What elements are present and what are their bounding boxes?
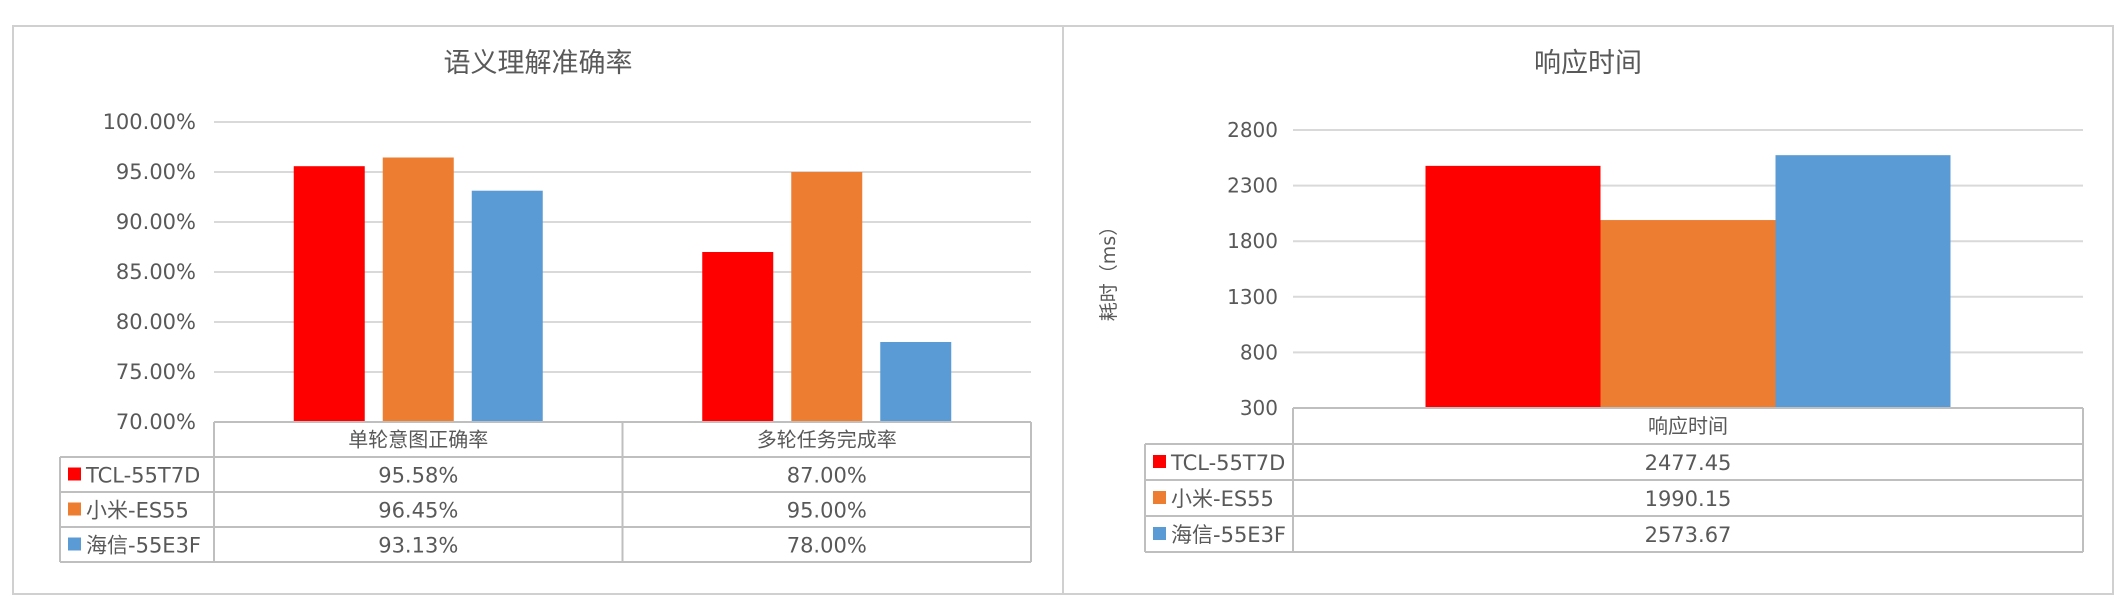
y-tick-label: 90.00% (116, 210, 196, 234)
x-tick-label: 单轮意图正确率 (348, 428, 488, 452)
legend-swatch (1153, 527, 1166, 540)
chart-title: 语义理解准确率 (444, 48, 633, 79)
y-tick-label: 75.00% (116, 360, 196, 384)
y-tick-label: 95.00% (116, 160, 196, 184)
x-tick-label: 响应时间 (1648, 414, 1728, 438)
data-label: 95.00% (787, 499, 867, 523)
y-tick-label: 1800 (1227, 229, 1278, 253)
y-tick-label: 2300 (1227, 174, 1278, 198)
legend-label: 海信-55E3F (86, 534, 201, 558)
x-tick-label: 多轮任务完成率 (757, 428, 897, 452)
bar (293, 166, 365, 422)
bar (1600, 220, 1776, 408)
y-tick-label: 1300 (1227, 285, 1278, 309)
accuracy-chart: 语义理解准确率 70.00% 75.00% 80.00% 85.00% 90.00% 95.… (59, 48, 1032, 563)
bar (791, 172, 863, 422)
legend-label: 小米-ES55 (1171, 487, 1274, 511)
bar (880, 342, 952, 422)
data-label: 96.45% (378, 499, 458, 523)
y-tick-label: 80.00% (116, 310, 196, 334)
legend-swatch (68, 502, 81, 516)
y-tick-label: 85.00% (116, 260, 196, 284)
y-axis-label: 耗时（ms） (1098, 217, 1120, 321)
legend-label: TCL-55T7D (85, 464, 200, 488)
legend-swatch (68, 467, 81, 481)
legend-swatch (1153, 491, 1166, 504)
data-label: 78.00% (787, 534, 867, 558)
y-tick-label: 100.00% (103, 110, 196, 134)
data-label: 1990.15 (1645, 487, 1732, 511)
bar (1425, 165, 1601, 408)
data-label: 87.00% (787, 464, 867, 488)
legend-label: 海信-55E3F (1171, 523, 1286, 547)
y-tick-label: 2800 (1227, 118, 1278, 142)
legend-swatch (68, 537, 81, 551)
response-time-chart: 响应时间耗时（ms）3008001300180023002800响应时间TCL-… (1098, 48, 2084, 553)
legend-label: 小米-ES55 (86, 499, 189, 523)
data-label: 95.58% (378, 464, 458, 488)
bar (471, 190, 543, 422)
y-tick-label: 70.00% (116, 410, 196, 434)
bar (382, 157, 454, 422)
data-label: 2573.67 (1645, 523, 1732, 547)
data-label: 2477.45 (1645, 451, 1732, 475)
legend-swatch (1153, 455, 1166, 468)
data-label: 93.13% (378, 534, 458, 558)
chart-title: 响应时间 (1534, 48, 1642, 79)
y-tick-label: 300 (1240, 396, 1278, 420)
legend-label: TCL-55T7D (1170, 451, 1285, 475)
bar (702, 252, 774, 422)
bar (1775, 155, 1951, 408)
y-tick-label: 800 (1240, 340, 1278, 364)
